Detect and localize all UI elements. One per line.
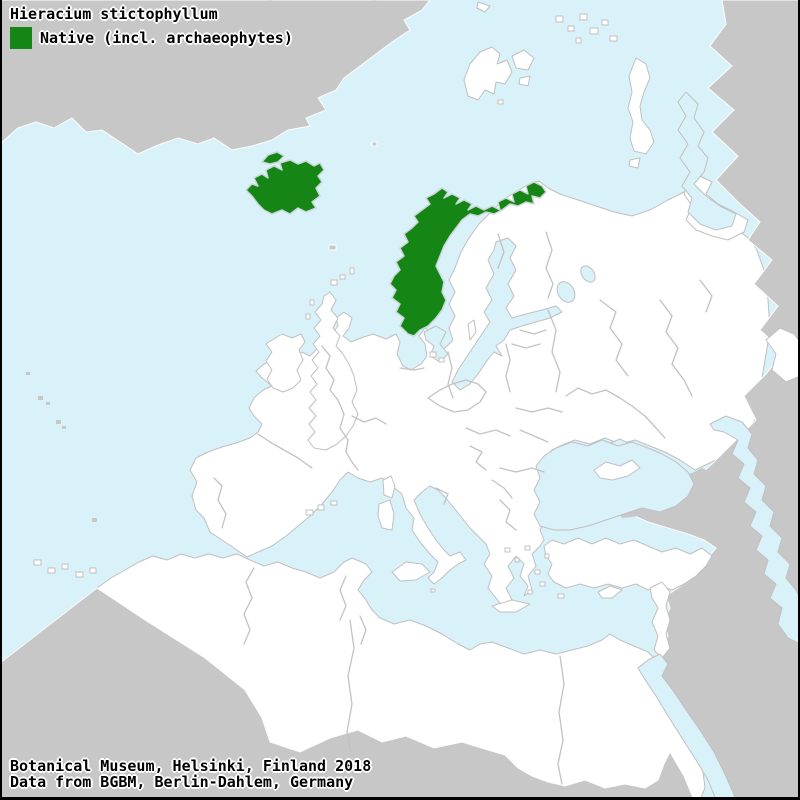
corsica bbox=[382, 475, 396, 499]
scottish-isles bbox=[305, 267, 355, 320]
franz-josef-land bbox=[555, 13, 618, 44]
sahara-out-of-scope bbox=[2, 587, 694, 797]
danish-islands bbox=[429, 351, 445, 363]
faroe-islands bbox=[328, 244, 337, 251]
native-range bbox=[245, 151, 547, 337]
sicily bbox=[391, 561, 431, 582]
crimea-peninsula bbox=[593, 459, 641, 481]
aegean-islands bbox=[504, 545, 565, 599]
map-title: Hieracium stictophyllum bbox=[10, 5, 218, 23]
red-sea bbox=[637, 653, 736, 797]
legend: Native (incl. archaeophytes) bbox=[10, 27, 293, 49]
legend-swatch-native bbox=[10, 27, 32, 49]
atlantic-islands bbox=[26, 372, 97, 578]
country-borders bbox=[213, 231, 713, 785]
region-iceland-northwest-fjords bbox=[261, 151, 285, 165]
baltic-sea bbox=[451, 237, 563, 391]
malta bbox=[430, 588, 436, 593]
vaygach-island bbox=[628, 157, 641, 169]
lake-onega bbox=[580, 265, 596, 283]
white-sea bbox=[677, 91, 737, 231]
attribution-line-1: Botanical Museum, Helsinki, Finland 2018 bbox=[10, 757, 372, 775]
balearic-islands bbox=[305, 500, 338, 516]
region-norway-native bbox=[389, 181, 547, 337]
black-sea bbox=[533, 439, 695, 531]
gotland bbox=[467, 319, 477, 341]
jan-mayen bbox=[371, 141, 378, 147]
russia-east-edge bbox=[765, 327, 798, 383]
legend-label-native: Native (incl. archaeophytes) bbox=[40, 29, 293, 47]
sardinia bbox=[377, 499, 395, 531]
ireland bbox=[265, 333, 306, 393]
crete bbox=[491, 599, 531, 613]
svalbard bbox=[463, 46, 535, 105]
attribution-line-2: Data from BGBM, Berlin-Dahlem, Germany bbox=[10, 773, 354, 791]
region-iceland-native bbox=[245, 159, 325, 215]
lake-ladoga bbox=[556, 281, 576, 303]
turkey bbox=[543, 537, 713, 591]
great-britain bbox=[307, 291, 359, 451]
caspian-sea bbox=[709, 415, 798, 644]
greenland-landmass bbox=[2, 0, 431, 155]
cyprus bbox=[597, 585, 623, 599]
arctic-specks bbox=[266, 0, 491, 14]
novaya-zemlya bbox=[627, 57, 655, 155]
levant-strip bbox=[649, 581, 671, 659]
